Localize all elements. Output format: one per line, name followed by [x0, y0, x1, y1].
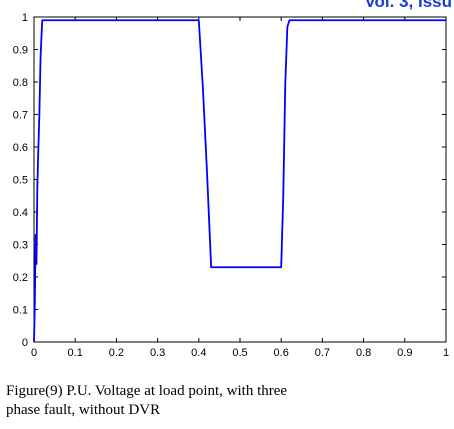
- y-tick-label: 0.5: [13, 175, 28, 187]
- caption-line-2: phase fault, without DVR: [6, 402, 161, 418]
- y-tick-label: 0.2: [13, 272, 28, 284]
- x-tick-label: 0.9: [397, 347, 412, 359]
- caption-line-1: Figure(9) P.U. Voltage at load point, wi…: [6, 383, 288, 399]
- x-tick-label: 0.2: [109, 347, 124, 359]
- y-tick-label: 1: [22, 12, 28, 24]
- y-tick-label: 0.7: [13, 110, 28, 122]
- y-tick-label: 0.1: [13, 305, 28, 317]
- y-tick-label: 0.6: [13, 142, 28, 154]
- x-tick-label: 0.6: [274, 347, 289, 359]
- y-tick-label: 0.8: [13, 77, 28, 89]
- voltage-series-line: [33, 19, 446, 343]
- y-tick-label: 0: [22, 337, 28, 349]
- voltage-line-chart: 0 0.1 0.2 0.3 0.4 0.5 0.6 0.7 0.8 0.9 1 0 0.1 0.2 0.3 0…: [13, 12, 449, 359]
- x-tick-label: 0.4: [191, 347, 206, 359]
- plot-area-frame: [33, 16, 447, 343]
- page-header: Vol. 3, Issu: [0, 0, 454, 16]
- x-tick-label: 0.7: [315, 347, 330, 359]
- figure-caption: Figure(9) P.U. Voltage at load point, wi…: [6, 382, 446, 420]
- x-tick-label: 0.3: [150, 347, 165, 359]
- y-tick-label: 0.3: [13, 240, 28, 252]
- journal-volume-header: Vol. 3, Issu: [364, 0, 452, 11]
- y-tick-label: 0.9: [13, 45, 28, 57]
- y-tick-label: 0.4: [13, 207, 28, 219]
- x-tick-label: 0.1: [68, 347, 83, 359]
- x-tick-label: 1: [443, 347, 449, 359]
- x-tick-label: 0: [31, 347, 37, 359]
- x-tick-label: 0.8: [356, 347, 371, 359]
- x-tick-label: 0.5: [232, 347, 247, 359]
